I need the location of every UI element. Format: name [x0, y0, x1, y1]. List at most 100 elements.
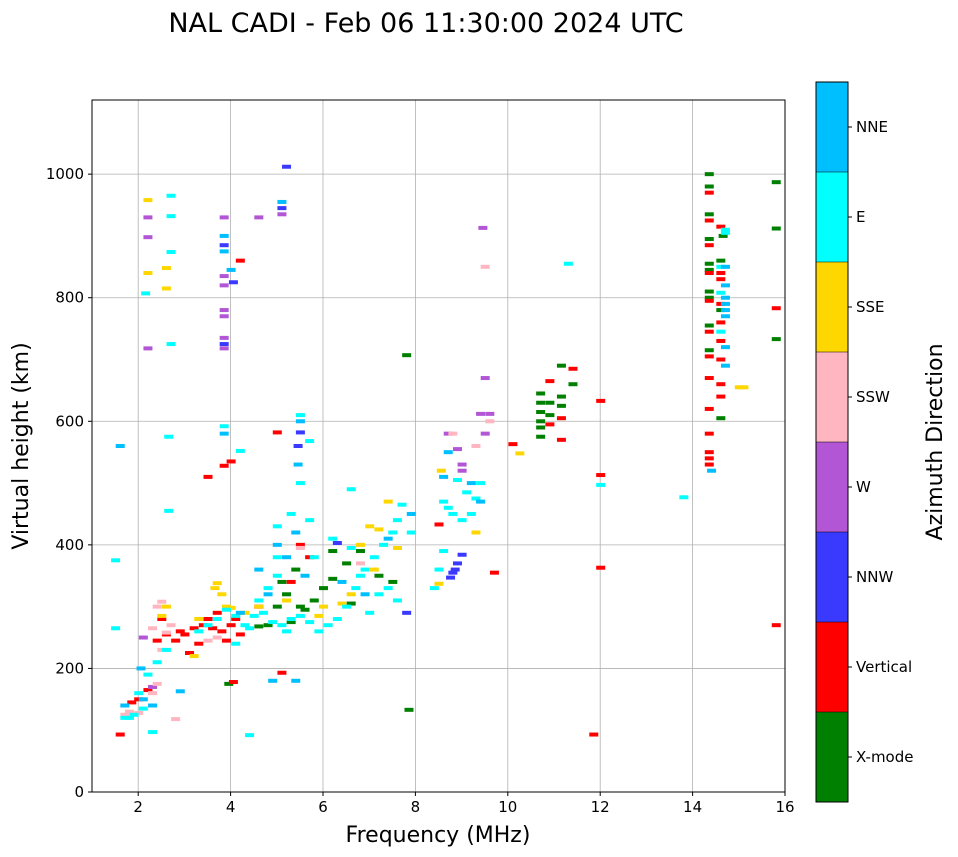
- point-x-mode: [291, 567, 301, 572]
- point-e: [268, 620, 278, 625]
- chart-title: NAL CADI - Feb 06 11:30:00 2024 UTC: [168, 8, 683, 39]
- point-e: [219, 424, 229, 429]
- point-ssw: [212, 635, 222, 640]
- point-vertical: [305, 555, 315, 560]
- point-nnw: [450, 567, 460, 572]
- colorbar-tick-label: E: [856, 208, 865, 226]
- colorbar-frame: [815, 81, 849, 803]
- point-x-mode: [300, 607, 310, 612]
- point-e: [249, 613, 259, 618]
- point-x-mode: [704, 261, 714, 266]
- point-e: [141, 291, 151, 296]
- point-nne: [293, 462, 303, 467]
- colorbar-segment: [816, 262, 848, 352]
- point-e: [152, 660, 162, 665]
- point-nne: [219, 249, 229, 254]
- x-tick-label: 10: [498, 798, 517, 816]
- point-x-mode: [704, 289, 714, 294]
- point-x-mode: [536, 391, 546, 396]
- point-sse: [346, 592, 356, 597]
- point-ssw: [480, 264, 490, 269]
- x-axis-label: Frequency (MHz): [346, 823, 531, 848]
- point-vertical: [231, 617, 241, 621]
- point-ssw: [134, 710, 144, 715]
- point-x-mode: [328, 549, 338, 554]
- point-vertical: [152, 638, 162, 643]
- point-e: [203, 623, 213, 628]
- point-e: [374, 592, 384, 597]
- point-e: [720, 230, 730, 235]
- point-x-mode: [771, 337, 781, 342]
- point-e: [286, 617, 296, 621]
- point-w: [219, 335, 229, 340]
- point-vertical: [704, 456, 714, 461]
- point-e: [164, 508, 174, 513]
- point-nne: [720, 363, 730, 368]
- point-ssw: [485, 419, 495, 424]
- point-nnw: [219, 243, 229, 248]
- point-w: [143, 235, 153, 240]
- point-w: [148, 684, 158, 689]
- colorbar-segment: [816, 172, 848, 262]
- point-e: [360, 567, 370, 572]
- point-nne: [383, 536, 393, 541]
- point-vertical: [704, 431, 714, 436]
- point-e: [161, 647, 171, 652]
- point-vertical: [217, 629, 227, 634]
- point-nne: [120, 703, 130, 708]
- point-e: [439, 499, 449, 504]
- y-tick-label: 1000: [46, 165, 84, 183]
- point-sse: [217, 592, 227, 597]
- point-e: [392, 518, 402, 523]
- point-w: [219, 283, 229, 288]
- point-e: [346, 487, 356, 492]
- point-vertical: [716, 224, 726, 229]
- point-nne: [272, 542, 282, 547]
- point-vertical: [704, 406, 714, 411]
- point-ssw: [171, 717, 181, 722]
- colorbar-tick-label: NNE: [856, 118, 888, 136]
- point-nnw: [448, 570, 458, 575]
- colorbar-tick-label: W: [856, 478, 871, 496]
- colorbar-tick-label: X-mode: [856, 748, 913, 766]
- point-w: [452, 447, 462, 452]
- colorbar-tick-label: SSW: [856, 388, 890, 406]
- point-sse: [161, 266, 171, 271]
- point-vertical: [508, 442, 518, 447]
- point-vertical: [704, 329, 714, 334]
- point-vertical: [171, 638, 181, 643]
- point-sse: [221, 604, 231, 609]
- data-points: [111, 164, 781, 738]
- point-nnw: [277, 206, 287, 211]
- point-nne: [720, 264, 730, 269]
- point-nne: [720, 345, 730, 350]
- point-sse: [383, 499, 393, 504]
- point-nne: [291, 530, 301, 535]
- point-e: [305, 620, 315, 625]
- point-x-mode: [277, 579, 287, 584]
- point-sse: [161, 286, 171, 291]
- point-vertical: [235, 632, 245, 637]
- point-x-mode: [568, 382, 578, 387]
- point-e: [295, 481, 305, 486]
- point-nne: [115, 444, 125, 448]
- point-w: [143, 215, 153, 220]
- point-e: [194, 629, 204, 634]
- point-vertical: [286, 579, 296, 584]
- point-ssw: [471, 444, 481, 448]
- point-sse: [194, 617, 204, 621]
- point-w: [480, 376, 490, 381]
- point-nne: [443, 450, 453, 455]
- point-e: [245, 733, 255, 738]
- point-ssw: [166, 623, 176, 628]
- point-vertical: [771, 623, 781, 628]
- point-x-mode: [272, 604, 282, 609]
- point-x-mode: [328, 576, 338, 581]
- point-x-mode: [704, 348, 714, 353]
- point-e: [272, 524, 282, 529]
- y-tick-label: 200: [55, 659, 84, 677]
- point-e: [369, 555, 379, 560]
- point-e: [111, 558, 121, 563]
- point-e: [221, 607, 231, 612]
